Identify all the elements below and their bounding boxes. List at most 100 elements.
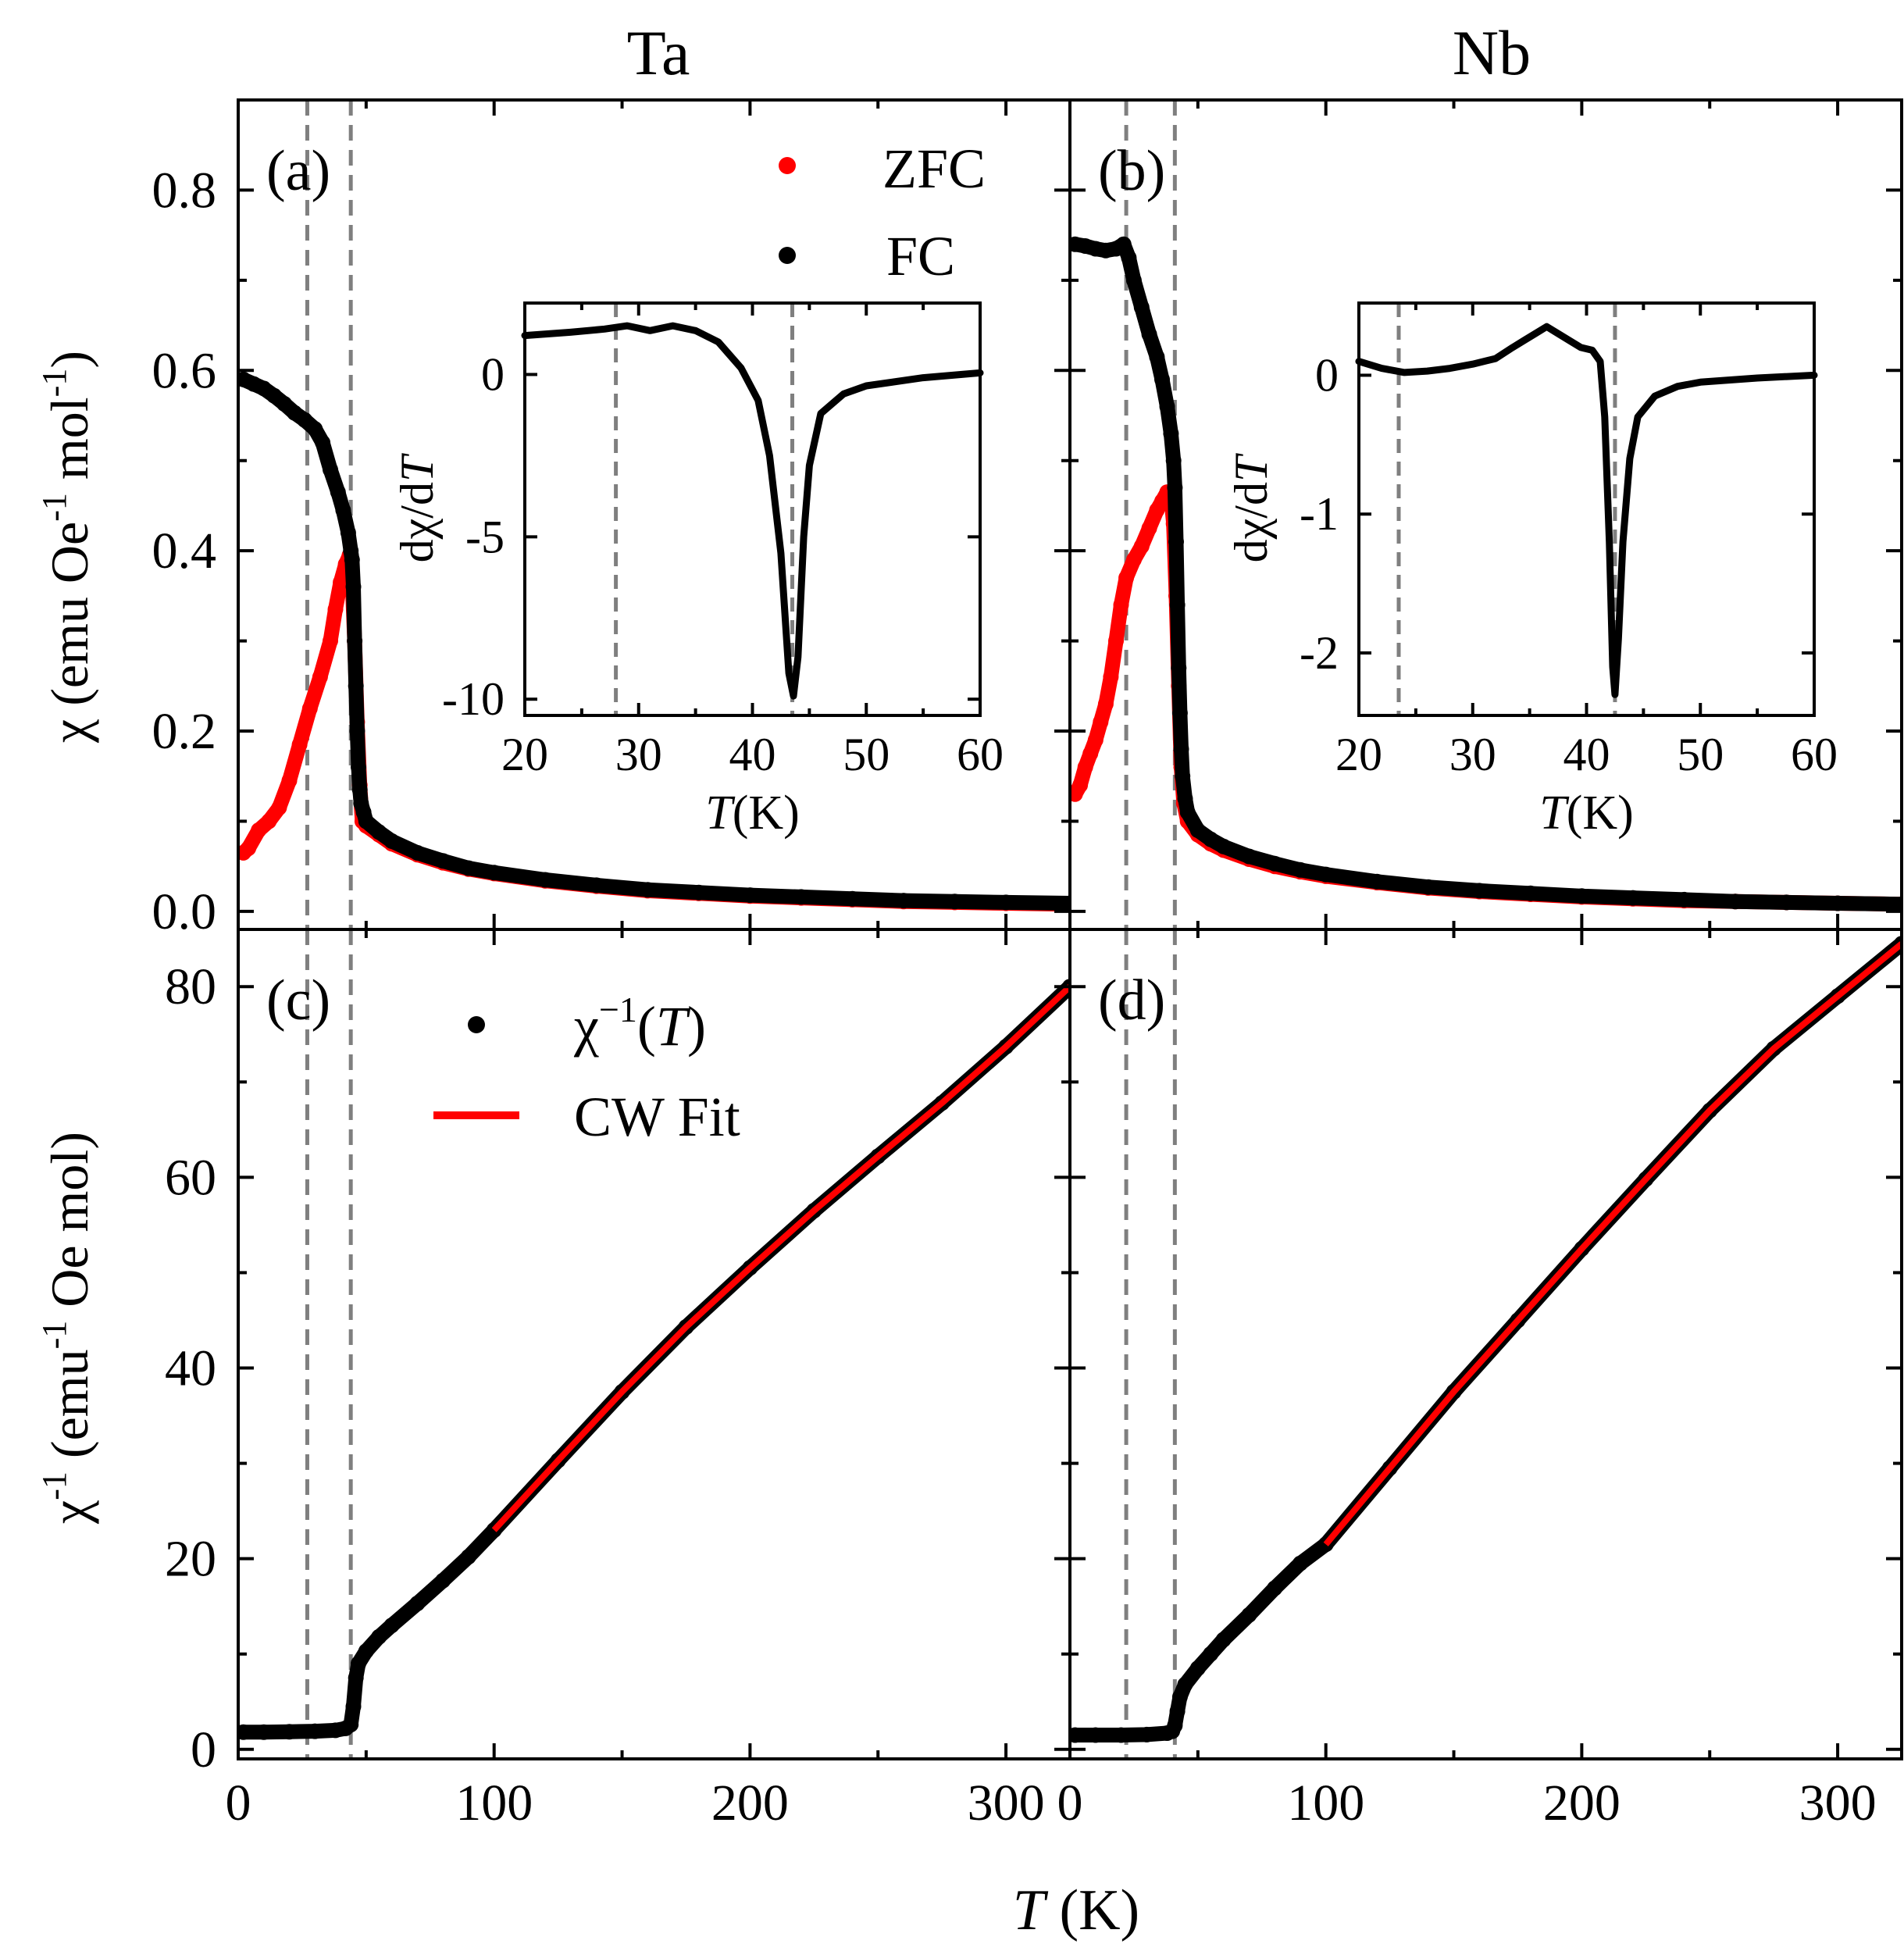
data-point-fc-a-39 <box>998 894 1014 911</box>
inset-curve-b <box>1355 323 1818 698</box>
panel-c: 0 100 200 300 0 20 40 60 80 (c) <box>165 928 1071 1832</box>
data-point-1t-c-9 <box>351 1655 366 1671</box>
data-point-fc-a-17 <box>348 678 364 694</box>
data-point-fc-a-26 <box>409 844 426 861</box>
data-point-fc-a-20 <box>351 782 368 798</box>
data-point-fc-a-27 <box>435 853 451 869</box>
y-tick-label-c-1: 20 <box>165 1531 216 1588</box>
data-point-fc-b-38 <box>1728 894 1743 910</box>
data-point-fc-b-14 <box>1165 452 1182 469</box>
data-point-fc-b-17 <box>1169 597 1186 613</box>
data-point-fc-b-22 <box>1177 790 1193 807</box>
inset-x-label-b: T(K) <box>1539 787 1634 840</box>
data-point-1t-d-7 <box>1169 1703 1186 1719</box>
data-point-fc-a-18 <box>349 723 365 739</box>
data-point-fc-b-29 <box>1292 861 1308 878</box>
data-point-1t-d-12 <box>1215 1632 1232 1648</box>
data-point-zfc-a-6 <box>291 737 308 753</box>
data-point-fc-a-8 <box>315 434 331 451</box>
inset-curve-a <box>521 322 984 700</box>
plot-area-d <box>1070 929 1902 1759</box>
data-point-fc-b-40 <box>1830 895 1846 911</box>
series-trace-1t-d <box>1070 936 1902 1742</box>
legend-fc-marker <box>779 247 796 264</box>
data-point-1t-d-9 <box>1177 1676 1193 1693</box>
data-point-1t-d-11 <box>1203 1646 1219 1662</box>
inset-y-tick-label-a-1: -5 <box>465 511 505 562</box>
data-point-fc-a-29 <box>486 865 502 881</box>
data-point-fc-a-12 <box>340 525 356 541</box>
x-tick-label-c-1: 100 <box>455 1775 533 1832</box>
inset-y-tick-label-b-2: -2 <box>1300 627 1339 679</box>
data-point-1t-d-8 <box>1171 1689 1188 1705</box>
x-tick-label-d-1: 100 <box>1287 1775 1364 1832</box>
x-tick-label-c-0: 0 <box>226 1775 251 1832</box>
legend-fit-label: CW Fit <box>574 1086 740 1148</box>
data-point-fc-b-33 <box>1471 883 1488 899</box>
data-point-fc-a-28 <box>460 860 476 876</box>
plot-area-a <box>238 100 1070 929</box>
data-point-fc-b-28 <box>1267 855 1283 872</box>
data-point-fc-b-26 <box>1215 838 1232 854</box>
series-line-cw-fit-c <box>491 984 1070 1532</box>
top-y-label: χ (emu Oe-1 mol-1) <box>35 351 99 744</box>
series-line-cw-fit-d <box>1323 941 1902 1546</box>
data-point-zfc-b-13 <box>1141 520 1157 537</box>
inset-a: 20 30 40 50 60 0 -5 -10 T(K) dχ/dT <box>391 301 1004 840</box>
data-point-fc-a-11 <box>335 502 351 519</box>
panel-d: 0 100 200 300 (d) <box>1057 928 1903 1832</box>
data-point-fc-b-10 <box>1149 349 1165 365</box>
data-point-zfc-a-5 <box>281 772 298 789</box>
data-point-fc-b-5 <box>1115 236 1132 252</box>
bottom-y-label: χ-1 (emu-1 Oe mol) <box>35 1132 99 1525</box>
inset-x-tick-label-b-4: 60 <box>1791 729 1838 780</box>
y-tick-label-c-3: 60 <box>165 1149 216 1206</box>
data-point-zfc-b-4 <box>1087 732 1104 748</box>
data-point-1t-d-1 <box>1087 1727 1104 1743</box>
data-point-fc-b-41 <box>1894 896 1902 912</box>
data-point-fc-a-38 <box>947 894 963 910</box>
data-point-zfc-b-12 <box>1133 538 1150 555</box>
data-point-zfc-b-8 <box>1108 633 1124 649</box>
data-point-1t-c-1 <box>255 1724 272 1740</box>
data-point-zfc-a-3 <box>261 813 277 829</box>
inset-b: 20 30 40 50 60 0 -1 -2 T(K) dχ/dT <box>1225 301 1838 840</box>
inset-x-tick-label-a-0: 20 <box>501 729 548 780</box>
data-point-zfc-a-1 <box>241 840 257 857</box>
legend-bottom: χ−1(T) CW Fit <box>433 990 740 1148</box>
data-point-fc-a-23 <box>358 813 374 829</box>
data-point-1t-d-6 <box>1167 1717 1183 1734</box>
data-point-fc-a-35 <box>793 889 809 905</box>
plot-area-c <box>238 929 1070 1759</box>
data-point-fc-b-39 <box>1778 894 1795 911</box>
data-point-fc-b-34 <box>1522 885 1539 901</box>
legend-points-label: χ−1(T) <box>573 990 706 1058</box>
data-point-fc-a-4 <box>276 396 292 412</box>
data-point-fc-b-18 <box>1171 660 1187 676</box>
data-point-zfc-a-8 <box>312 669 328 685</box>
column-title-nb: Nb <box>1453 17 1531 88</box>
inset-x-tick-label-a-2: 40 <box>729 729 776 780</box>
data-point-1t-c-2 <box>281 1724 298 1740</box>
inset-y-tick-label-b-0: 0 <box>1315 349 1339 401</box>
data-point-fc-a-30 <box>537 872 554 888</box>
y-tick-label-a-4: 0.8 <box>152 162 217 219</box>
data-point-fc-b-25 <box>1203 831 1219 847</box>
x-tick-label-c-3: 300 <box>968 1775 1045 1832</box>
y-tick-label-a-1: 0.2 <box>152 703 217 760</box>
x-tick-label-d-0: 0 <box>1057 1775 1083 1832</box>
inset-x-tick-label-a-3: 50 <box>843 729 890 780</box>
data-point-1t-c-3 <box>307 1723 323 1739</box>
axes-frame-d <box>1068 928 1903 1760</box>
data-point-zfc-b-9 <box>1113 597 1129 613</box>
data-point-fc-a-40 <box>1062 895 1070 911</box>
data-point-fc-b-15 <box>1167 480 1183 496</box>
data-point-fc-b-23 <box>1179 804 1196 820</box>
data-point-fc-a-36 <box>844 890 861 907</box>
data-point-fc-b-13 <box>1163 426 1179 442</box>
data-point-zfc-b-6 <box>1097 696 1114 712</box>
data-point-zfc-b-1 <box>1072 777 1089 794</box>
data-point-fc-b-20 <box>1173 741 1189 758</box>
data-point-1t-c-14 <box>435 1572 451 1589</box>
